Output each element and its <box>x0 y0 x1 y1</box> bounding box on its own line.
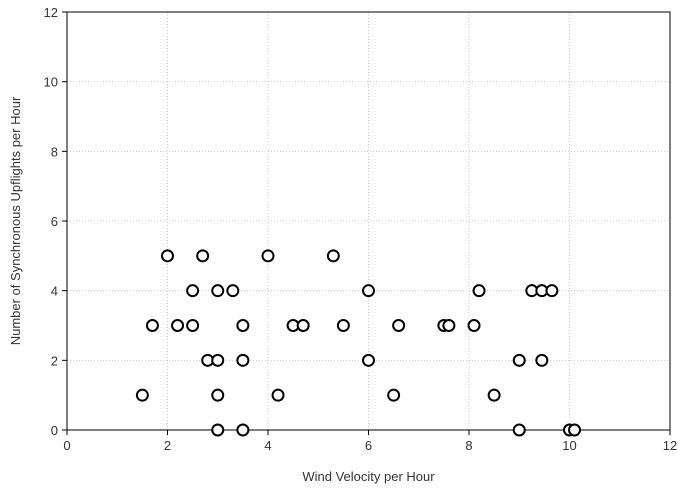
plot-frame <box>66 11 671 431</box>
x-axis-title: Wind Velocity per Hour <box>302 469 435 484</box>
y-axis-title: Number of Synchronous Upflights per Hour <box>8 96 23 345</box>
x-tick-label: 4 <box>264 438 271 453</box>
data-point <box>211 423 225 437</box>
data-point <box>568 423 582 437</box>
data-point <box>362 284 375 298</box>
data-point <box>487 388 501 402</box>
y-tick-labels: 0 2 4 6 8 10 12 <box>44 5 58 438</box>
x-tick-label: 0 <box>63 438 70 453</box>
data-point <box>296 319 310 332</box>
data-point <box>387 388 401 402</box>
x-tick-label: 10 <box>562 438 576 453</box>
data-point <box>362 353 375 367</box>
y-tick-label: 8 <box>51 144 58 159</box>
data-point <box>171 319 185 332</box>
grid-lines <box>67 12 670 430</box>
data-point <box>161 249 174 263</box>
x-tick-label: 8 <box>465 438 472 453</box>
data-point <box>145 319 159 332</box>
data-point <box>186 319 200 332</box>
y-tick-label: 2 <box>51 353 58 368</box>
data-point <box>442 319 456 332</box>
data-point <box>196 249 210 263</box>
y-tick-label: 0 <box>51 423 58 438</box>
tick-marks <box>62 11 671 435</box>
y-tick-label: 6 <box>51 214 58 229</box>
y-tick-label: 10 <box>44 75 58 90</box>
data-point <box>336 319 350 332</box>
data-point <box>211 284 225 298</box>
data-point <box>271 388 285 402</box>
data-point <box>472 284 486 298</box>
x-tick-labels: 0 2 4 6 8 10 12 <box>63 438 677 453</box>
data-point <box>236 319 250 332</box>
data-point <box>467 319 481 332</box>
data-point <box>211 388 225 402</box>
data-point <box>211 353 225 367</box>
data-point <box>326 249 340 263</box>
data-point <box>535 353 549 367</box>
data-point <box>236 353 250 367</box>
data-point <box>545 284 559 298</box>
y-tick-label: 4 <box>51 284 58 299</box>
data-point <box>135 388 149 402</box>
data-point <box>236 423 250 437</box>
x-tick-label: 12 <box>663 438 677 453</box>
data-point <box>186 284 200 298</box>
data-point <box>512 353 526 367</box>
x-tick-label: 6 <box>365 438 372 453</box>
data-points <box>135 249 582 437</box>
data-point <box>226 284 240 298</box>
data-point <box>392 319 406 332</box>
x-tick-label: 2 <box>164 438 171 453</box>
data-point <box>261 249 275 263</box>
y-tick-label: 12 <box>44 5 58 20</box>
data-point <box>512 423 526 437</box>
